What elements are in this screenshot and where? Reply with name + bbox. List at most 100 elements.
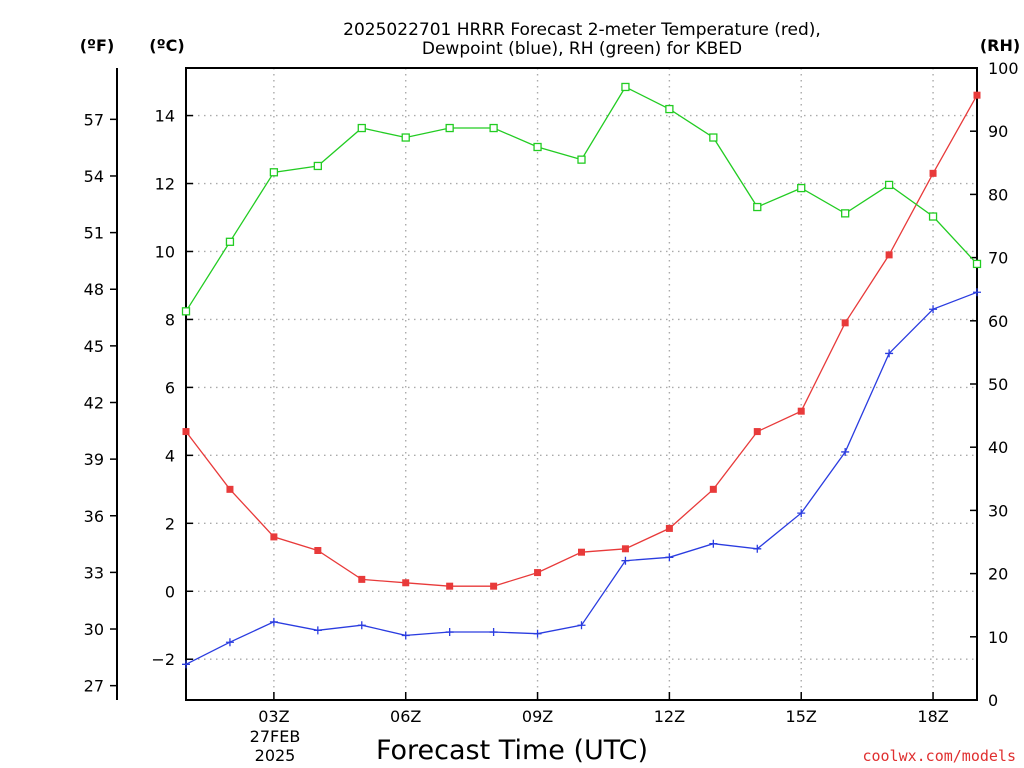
temperature-point-18 [929,169,937,177]
rh-line [185,86,978,312]
rh-point-15 [797,183,806,193]
temperature-point-8 [490,582,498,590]
rh-point-1 [181,307,191,316]
rh-tick-label-90: 90 [988,122,1008,141]
temperature-line [185,94,978,587]
dewpoint-point-6 [401,631,410,640]
dewpoint-point-16 [841,447,850,456]
celsius-tick-label-2: 2 [165,514,175,533]
temperature-point-16 [841,319,849,327]
rh-unit-label: (RH) [980,36,1020,55]
dewpoint-point-4 [313,626,322,635]
temperature-point-9 [534,569,542,577]
temperature-point-1 [182,428,190,436]
dewpoint-point-13 [709,539,718,548]
dewpoint-point-8 [489,628,498,637]
rh-tick-label-10: 10 [988,628,1008,647]
dewpoint-point-19 [973,288,981,297]
dewpoint-point-11 [621,556,630,565]
rh-point-6 [401,133,410,142]
celsius-tick-label-6: 6 [165,378,175,397]
rh-point-9 [533,142,542,152]
series-dewpoint [182,288,981,669]
rh-tick-label-30: 30 [988,501,1008,520]
x-tick-label-15Z: 15Z [786,707,817,726]
dewpoint-point-17 [885,349,894,358]
temperature-point-11 [621,545,629,553]
celsius-tick-label-0: 0 [165,582,175,601]
rh-point-16 [841,209,850,218]
temperature-point-3 [270,533,278,541]
rh-tick-label-80: 80 [988,185,1008,204]
x-tick-label-12Z: 12Z [654,707,685,726]
temperature-point-6 [402,579,410,587]
rh-tick-label-100: 100 [988,59,1019,78]
fahrenheit-tick-label-33: 33 [84,563,104,582]
dewpoint-point-12 [665,553,674,562]
rh-point-12 [665,104,674,114]
fahrenheit-tick-label-30: 30 [84,620,104,639]
temperature-point-4 [314,546,322,554]
temperature-point-13 [709,485,717,493]
rh-point-3 [269,168,279,177]
celsius-tick-label-8: 8 [165,310,175,329]
fahrenheit-tick-label-27: 27 [84,677,104,696]
series-rh [181,82,982,316]
dewpoint-line [185,291,978,665]
temperature-point-14 [753,428,761,436]
date-label-day: 27FEB [250,727,301,746]
x-axis-label: Forecast Time (UTC) [376,735,648,766]
credit-label: coolwx.com/models [862,747,1016,765]
chart-title-line1: 2025022701 HRRR Forecast 2-meter Tempera… [343,20,821,40]
temperature-point-15 [797,407,805,415]
fahrenheit-tick-label-36: 36 [84,507,104,526]
x-tick-label-18Z: 18Z [917,707,948,726]
dewpoint-point-9 [533,629,542,638]
fahrenheit-tick-label-57: 57 [84,110,104,129]
celsius-tick-label-12: 12 [155,175,175,194]
temperature-point-19 [973,91,981,99]
dewpoint-point-15 [797,509,806,518]
rh-point-19 [972,259,982,269]
rh-point-18 [928,212,938,221]
dewpoint-point-7 [445,628,454,637]
temperature-point-7 [446,582,454,590]
fahrenheit-tick-label-54: 54 [84,167,104,186]
data-series [181,82,982,669]
dewpoint-point-3 [269,617,278,626]
rh-tick-label-60: 60 [988,312,1008,331]
rh-tick-label-40: 40 [988,438,1008,457]
axis-ticks: 03Z 06Z 09Z 12Z 15Z 18Z −2 0 2 4 6 8 10 12 14 27 30 33 36 3… [84,59,1019,726]
fahrenheit-unit-label: (ºF) [80,36,115,55]
chart-title-line2: Dewpoint (blue), RH (green) for KBED [422,39,742,59]
rh-tick-label-70: 70 [988,249,1008,268]
celsius-tick-label-4: 4 [165,446,175,465]
dewpoint-point-18 [929,305,938,314]
dewpoint-point-5 [357,621,366,630]
fahrenheit-tick-label-39: 39 [84,450,104,469]
rh-tick-label-50: 50 [988,375,1008,394]
dewpoint-point-14 [753,544,762,553]
rh-point-17 [884,180,894,190]
rh-tick-label-0: 0 [988,691,998,710]
rh-point-8 [489,123,498,133]
rh-point-4 [313,161,322,171]
fahrenheit-tick-label-45: 45 [84,337,104,356]
axes [116,67,978,701]
dewpoint-point-1 [182,660,190,669]
series-temperature [182,91,981,590]
temperature-point-10 [578,548,585,556]
temperature-point-5 [358,575,366,583]
dewpoint-point-2 [225,638,234,647]
temperature-point-2 [226,485,234,493]
rh-point-5 [357,123,366,133]
celsius-tick-label-10: 10 [155,242,175,261]
celsius-unit-label: (ºC) [149,36,184,55]
rh-point-10 [577,155,586,164]
dewpoint-point-10 [577,621,586,630]
celsius-tick-label-14: 14 [155,107,175,126]
x-tick-label-09Z: 09Z [522,707,553,726]
fahrenheit-tick-label-51: 51 [84,224,104,243]
fahrenheit-tick-label-48: 48 [84,280,104,299]
